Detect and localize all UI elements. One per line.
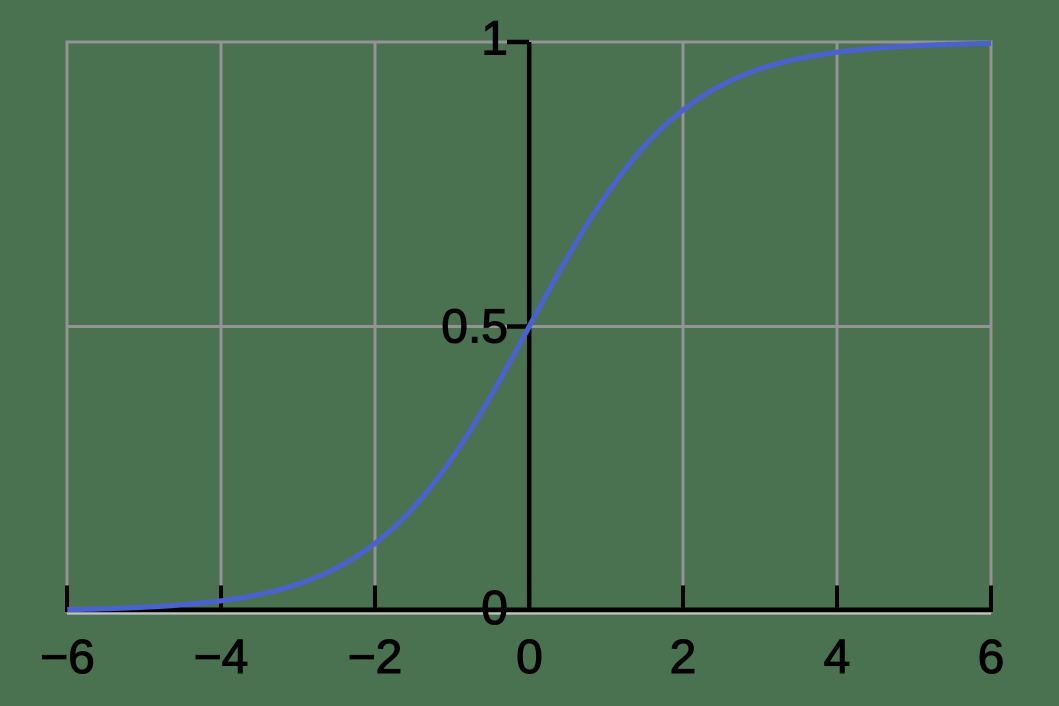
svg-text:0.5: 0.5 <box>441 301 508 354</box>
svg-text:0: 0 <box>516 631 543 684</box>
svg-text:−6: −6 <box>40 631 95 684</box>
svg-text:4: 4 <box>824 631 851 684</box>
svg-text:6: 6 <box>978 631 1005 684</box>
svg-text:2: 2 <box>670 631 697 684</box>
svg-text:−4: −4 <box>194 631 249 684</box>
svg-text:−2: −2 <box>348 631 403 684</box>
svg-text:0: 0 <box>481 582 508 635</box>
svg-text:1: 1 <box>481 13 508 66</box>
